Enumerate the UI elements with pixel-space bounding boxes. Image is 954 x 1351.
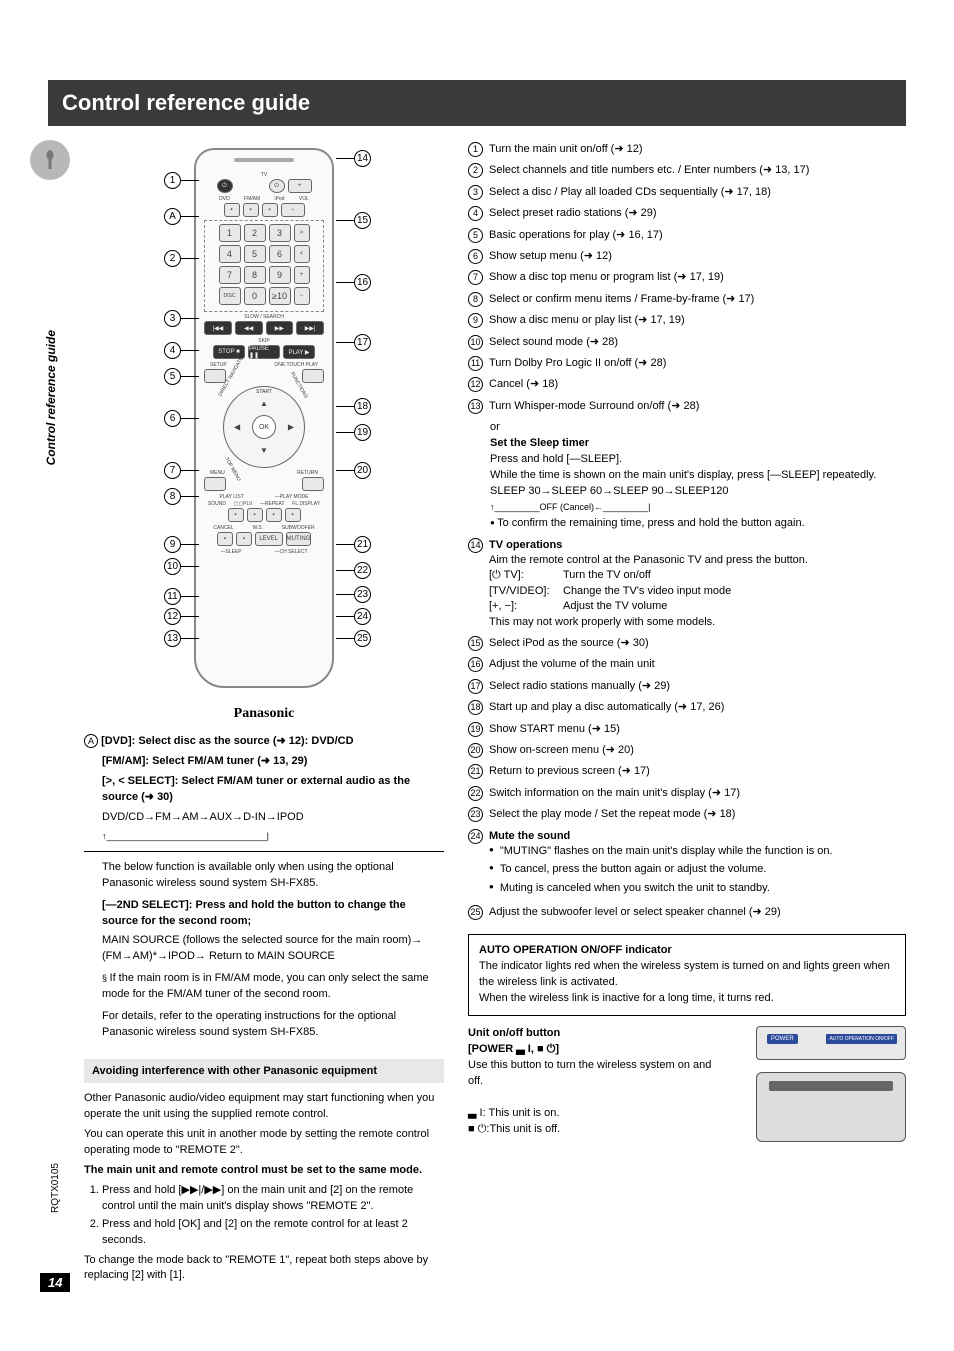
ref-item: 4Select preset radio stations (➜ 29): [468, 206, 906, 221]
remote-diagram: TV ⏻⏻+ DVDFM/AMiPodVOL ▪▪▪− 123> 456< 78…: [104, 142, 424, 702]
auto-indicator-box: AUTO OPERATION ON/OFF indicator The indi…: [468, 934, 906, 1016]
ref-item: 7Show a disc top menu or program list (➜…: [468, 270, 906, 285]
interference-title: Avoiding interference with other Panason…: [84, 1059, 444, 1083]
ref-item: 20Show on-screen menu (➜ 20): [468, 743, 906, 758]
right-column: 1Turn the main unit on/off (➜ 12) 2Select…: [468, 142, 906, 1288]
ref-item: 16Adjust the volume of the main unit: [468, 657, 906, 672]
ref-item: 15Select iPod as the source (➜ 30): [468, 636, 906, 651]
ref-item: 8Select or confirm menu items / Frame-by…: [468, 292, 906, 307]
ref-item: 17Select radio stations manually (➜ 29): [468, 679, 906, 694]
remote-brand: Panasonic: [84, 706, 444, 722]
interference-p1: Other Panasonic audio/video equipment ma…: [84, 1091, 444, 1123]
ref-item: 10Select sound mode (➜ 28): [468, 335, 906, 350]
ref-item: 5Basic operations for play (➜ 16, 17): [468, 228, 906, 243]
ref-item: 13Turn Whisper-mode Surround on/off (➜ 2…: [468, 399, 906, 414]
ref-item: 12Cancel (➜ 18): [468, 377, 906, 392]
ref-item: 1Turn the main unit on/off (➜ 12): [468, 142, 906, 157]
ref-item: 18Start up and play a disc automatically…: [468, 700, 906, 715]
ref-item: 21Return to previous screen (➜ 17): [468, 764, 906, 779]
ref-item: 22Switch information on the main unit's …: [468, 786, 906, 801]
device-illustration: POWER AUTO OPERATION ON/OFF: [736, 1026, 906, 1156]
ref-item: 6Show setup menu (➜ 12): [468, 249, 906, 264]
page-footer: RQTX0105 14: [40, 1163, 70, 1292]
left-column: TV ⏻⏻+ DVDFM/AMiPodVOL ▪▪▪− 123> 456< 78…: [84, 142, 444, 1288]
unit-button-row: Unit on/off button [POWER ▃ I, ■ ⏻] Use …: [468, 1026, 906, 1156]
ref-item: 2Select channels and title numbers etc. …: [468, 163, 906, 178]
ref-item: 9Show a disc menu or play list (➜ 17, 19…: [468, 313, 906, 328]
page-title: Control reference guide: [48, 80, 906, 126]
item-13-sub: or Set the Sleep timer Press and hold [—…: [490, 420, 906, 532]
note-a-block: A [DVD]: Select disc as the source (➜ 12…: [84, 734, 444, 1041]
ref-item: 19Show START menu (➜ 15): [468, 722, 906, 737]
ref-item: 3Select a disc / Play all loaded CDs seq…: [468, 185, 906, 200]
interference-steps: Press and hold [▶▶|/▶▶] on the main unit…: [102, 1183, 444, 1249]
ref-item: 11Turn Dolby Pro Logic II on/off (➜ 28): [468, 356, 906, 371]
side-tab: Control reference guide: [30, 140, 74, 700]
ref-item: 23Select the play mode / Set the repeat …: [468, 807, 906, 822]
